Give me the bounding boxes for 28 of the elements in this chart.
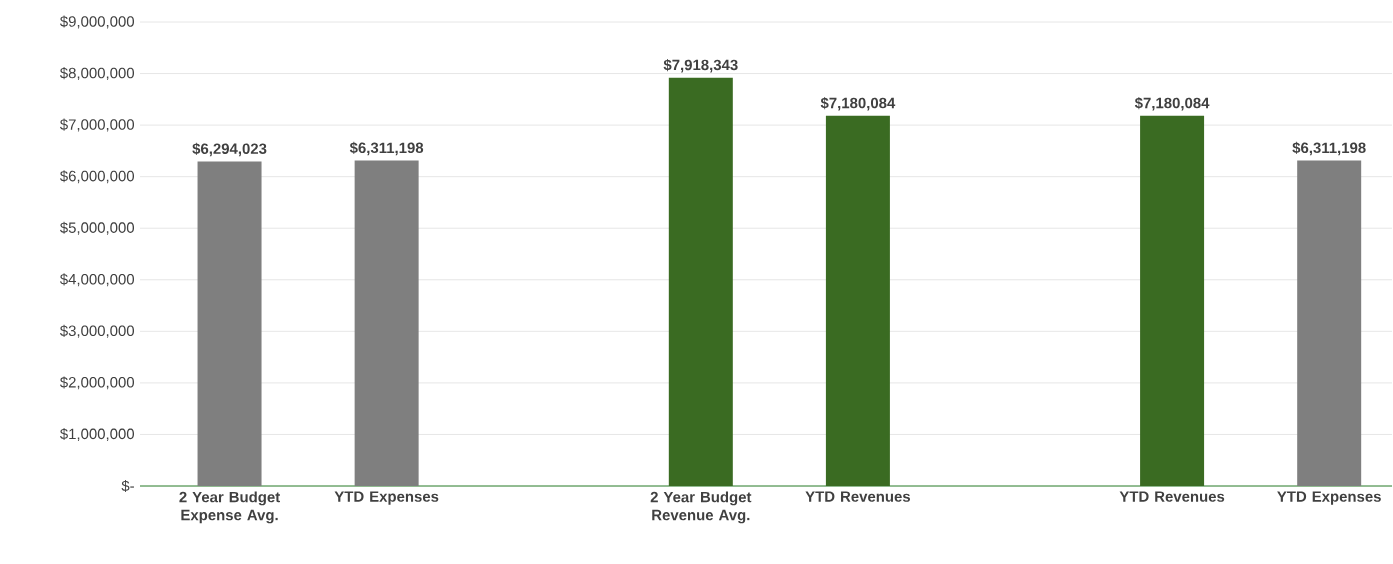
- x-tick-label: 2 Year Budget Expense Avg.: [179, 491, 280, 524]
- y-tick-label: $9,000,000: [59, 15, 135, 29]
- data-label: $7,180,084: [820, 97, 896, 111]
- bar: [197, 161, 262, 486]
- bar: [668, 77, 733, 486]
- y-tick-label: $3,000,000: [59, 324, 135, 338]
- data-label: $7,918,343: [663, 58, 738, 73]
- x-tick-label: YTD Expenses: [334, 491, 439, 505]
- y-tick-label: $4,000,000: [59, 273, 135, 287]
- bar: [1297, 160, 1362, 486]
- y-tick-label: $-: [121, 479, 134, 493]
- y-tick-label: $5,000,000: [59, 221, 135, 235]
- y-tick-label: $8,000,000: [59, 67, 135, 81]
- data-label: $6,294,023: [192, 142, 267, 157]
- bar: [825, 115, 890, 486]
- y-tick-label: $1,000,000: [59, 427, 135, 441]
- y-tick-label: $7,000,000: [59, 118, 135, 132]
- data-label: $7,180,084: [1134, 97, 1210, 111]
- data-label: $6,311,198: [1292, 141, 1366, 156]
- x-tick-label: YTD Revenues: [805, 491, 911, 502]
- x-tick-label: 2 Year Budget Revenue Avg.: [650, 491, 752, 524]
- y-tick-label: $6,000,000: [59, 170, 135, 184]
- x-tick-label: YTD Revenues: [1119, 491, 1225, 502]
- bar: [354, 160, 419, 486]
- bar: [1140, 115, 1205, 486]
- x-tick-label: YTD Expenses: [1277, 491, 1381, 505]
- y-tick-label: $2,000,000: [59, 376, 135, 390]
- data-label: $6,311,198: [349, 141, 424, 156]
